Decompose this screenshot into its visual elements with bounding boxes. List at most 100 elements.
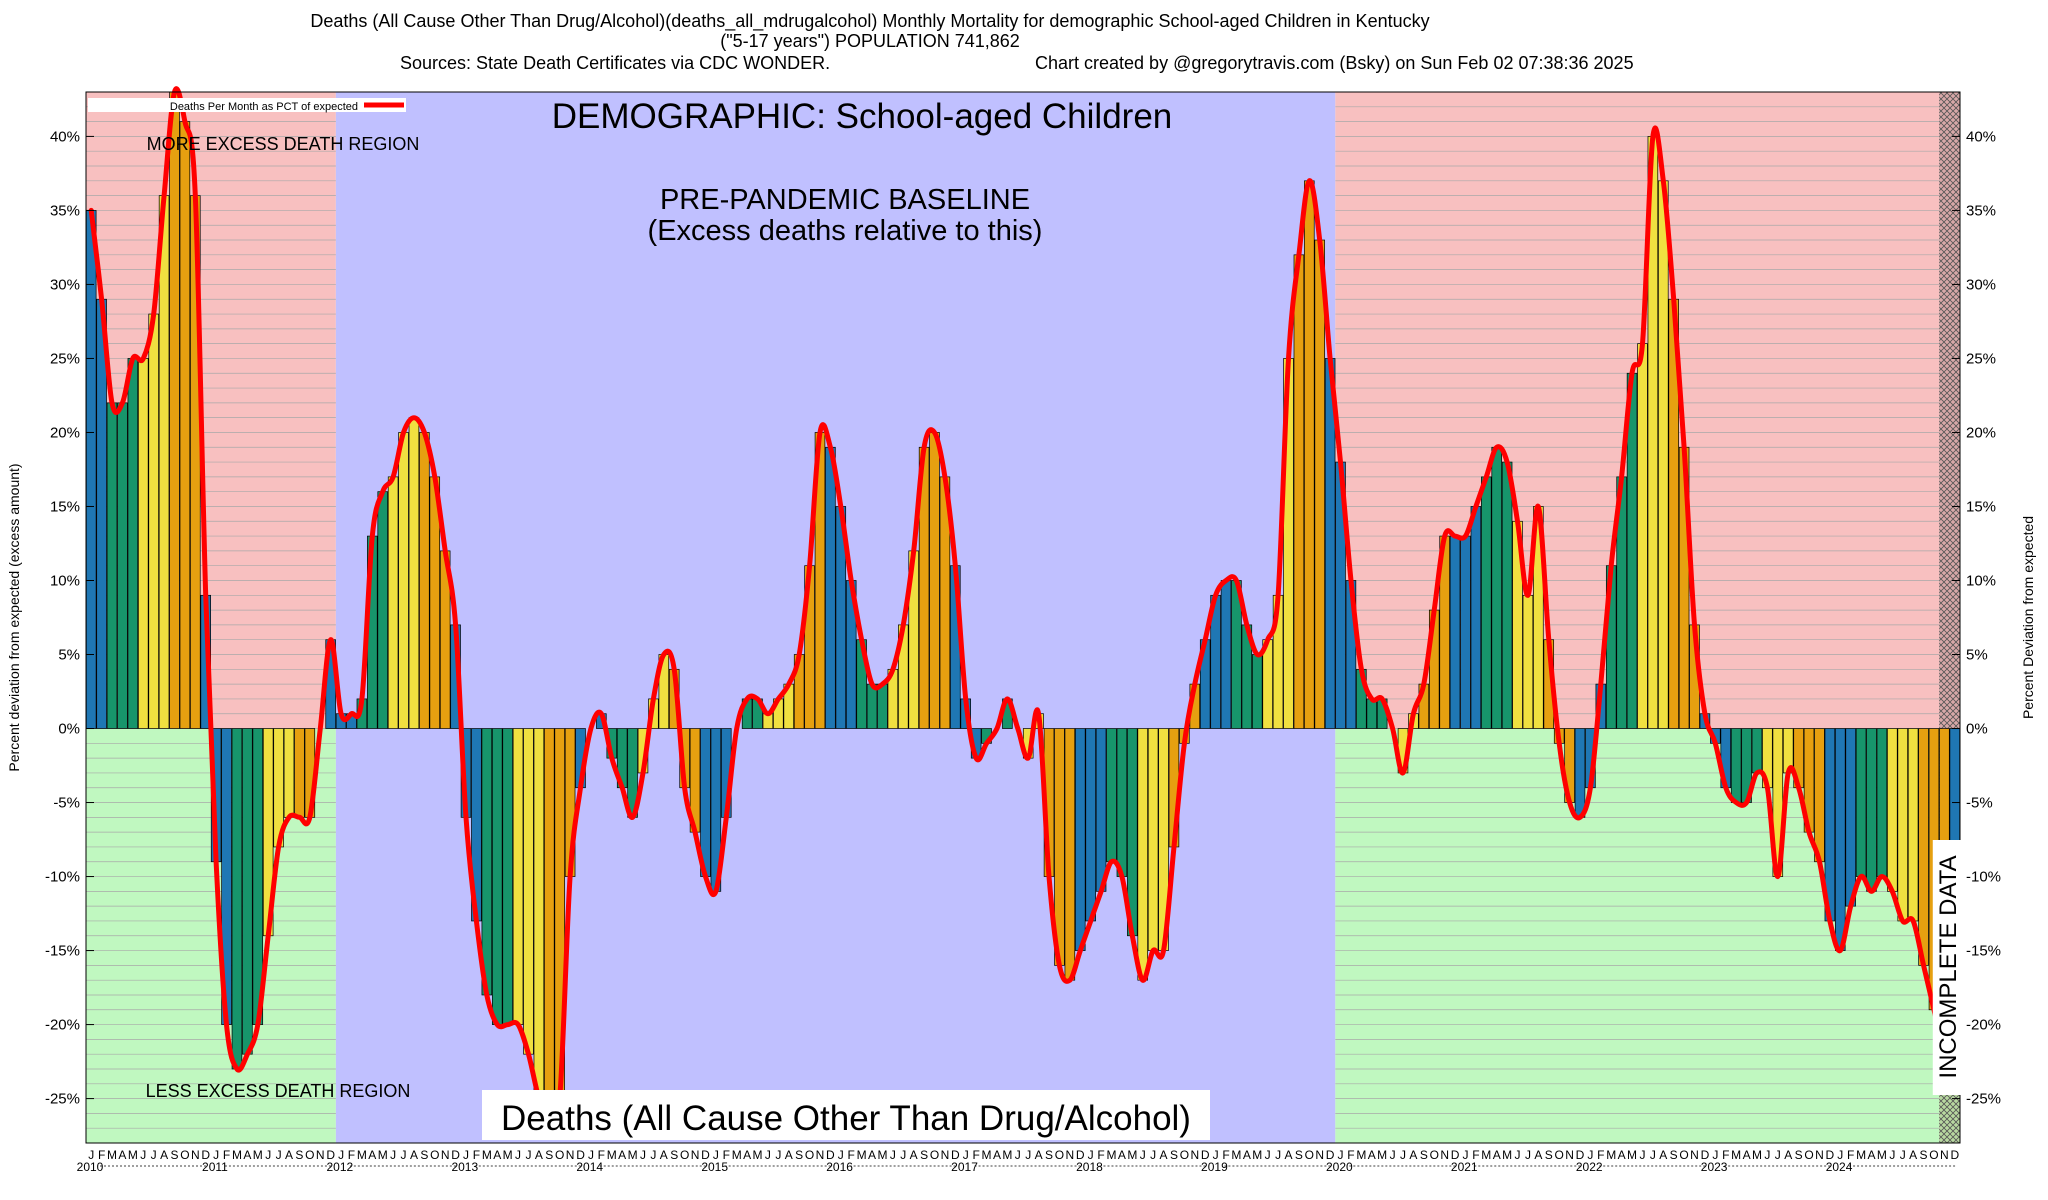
bar bbox=[1449, 535, 1461, 729]
bar bbox=[242, 728, 253, 1055]
bar bbox=[544, 728, 555, 1129]
y-tick-label: 25% bbox=[50, 350, 80, 367]
bar bbox=[179, 121, 191, 729]
x-month-label: A bbox=[1534, 1148, 1542, 1162]
x-month-label: M bbox=[503, 1148, 513, 1162]
x-month-label: S bbox=[670, 1148, 678, 1162]
x-year-label: 2023 bbox=[1701, 1160, 1728, 1174]
x-month-label: O bbox=[1929, 1148, 1938, 1162]
x-month-label: J bbox=[588, 1148, 594, 1162]
x-month-label: N bbox=[1565, 1148, 1574, 1162]
bar bbox=[1855, 728, 1867, 877]
x-month-label: J bbox=[1213, 1148, 1219, 1162]
x-month-label: O bbox=[680, 1148, 689, 1162]
x-month-label: N bbox=[1066, 1148, 1075, 1162]
x-month-label: N bbox=[1690, 1148, 1699, 1162]
bar bbox=[1814, 728, 1825, 863]
x-month-label: M bbox=[628, 1148, 638, 1162]
x-month-label: F bbox=[223, 1148, 230, 1162]
less-excess-label: LESS EXCESS DEATH REGION bbox=[146, 1081, 411, 1101]
bar bbox=[294, 728, 305, 818]
x-month-label: J bbox=[213, 1148, 219, 1162]
x-month-label: A bbox=[910, 1148, 918, 1162]
x-month-label: O bbox=[1679, 1148, 1688, 1162]
x-year-label: 2016 bbox=[826, 1160, 853, 1174]
x-month-label: S bbox=[920, 1148, 928, 1162]
x-month-label: J bbox=[1587, 1148, 1593, 1162]
plot-border bbox=[85, 91, 1961, 1144]
chart-line bbox=[88, 86, 1958, 1133]
x-month-label: M bbox=[1731, 1148, 1741, 1162]
x-month-label: A bbox=[1493, 1148, 1501, 1162]
x-month-label: M bbox=[1481, 1148, 1491, 1162]
legend-box bbox=[88, 98, 406, 112]
x-month-label: J bbox=[338, 1148, 344, 1162]
x-month-label: A bbox=[410, 1148, 418, 1162]
x-month-label: D bbox=[576, 1148, 585, 1162]
bar bbox=[1866, 728, 1877, 892]
bar bbox=[1095, 728, 1107, 892]
bar bbox=[533, 728, 545, 1099]
x-month-label: A bbox=[1118, 1148, 1126, 1162]
bar bbox=[1845, 728, 1856, 907]
x-month-label: J bbox=[1338, 1148, 1344, 1162]
x-month-label: J bbox=[775, 1148, 781, 1162]
x-month-label: A bbox=[785, 1148, 793, 1162]
x-month-label: D bbox=[1576, 1148, 1585, 1162]
x-month-label: M bbox=[1127, 1148, 1137, 1162]
x-month-label: S bbox=[1420, 1148, 1428, 1162]
x-month-label: D bbox=[1950, 1148, 1959, 1162]
bar bbox=[138, 358, 149, 729]
x-year-label: 2019 bbox=[1201, 1160, 1228, 1174]
x-month-label: A bbox=[1243, 1148, 1251, 1162]
bar bbox=[127, 358, 139, 729]
x-month-label: J bbox=[1837, 1148, 1843, 1162]
bar bbox=[929, 432, 940, 729]
x-month-label: A bbox=[660, 1148, 668, 1162]
x-month-label: M bbox=[232, 1148, 242, 1162]
y-tick-label: 0% bbox=[58, 721, 80, 738]
bar bbox=[502, 728, 513, 1025]
x-month-label: A bbox=[993, 1148, 1001, 1162]
bar bbox=[1293, 254, 1305, 729]
x-month-label: O bbox=[1180, 1148, 1189, 1162]
x-month-label: F bbox=[1222, 1148, 1229, 1162]
x-month-label: A bbox=[493, 1148, 501, 1162]
x-month-label: J bbox=[1462, 1148, 1468, 1162]
y2-tick-label: 5% bbox=[1966, 647, 1988, 664]
x-month-label: A bbox=[1867, 1148, 1875, 1162]
bar bbox=[523, 728, 534, 1055]
x-month-label: D bbox=[1326, 1148, 1335, 1162]
x-month-label: D bbox=[1826, 1148, 1835, 1162]
y2-tick-label: 15% bbox=[1966, 498, 1996, 515]
x-month-label: M bbox=[107, 1148, 117, 1162]
x-month-label: M bbox=[482, 1148, 492, 1162]
y2-tick-label: 25% bbox=[1966, 350, 1996, 367]
bar bbox=[398, 432, 409, 729]
bar bbox=[1366, 698, 1378, 729]
bar bbox=[1470, 506, 1482, 729]
x-year-label: 2010 bbox=[77, 1160, 104, 1174]
x-month-label: M bbox=[357, 1148, 367, 1162]
x-month-label: F bbox=[1597, 1148, 1604, 1162]
y2-tick-label: 20% bbox=[1966, 424, 1996, 441]
bar bbox=[877, 683, 888, 729]
bar bbox=[148, 313, 159, 729]
x-month-label: M bbox=[1856, 1148, 1866, 1162]
x-month-label: J bbox=[1764, 1148, 1770, 1162]
x-month-label: F bbox=[1472, 1148, 1479, 1162]
bar bbox=[1075, 728, 1086, 951]
y2-axis-title: Percent Deviation from expected bbox=[2020, 516, 2036, 719]
x-month-label: M bbox=[607, 1148, 617, 1162]
y2-tick-label: 10% bbox=[1966, 572, 1996, 589]
y2-tick-label: -10% bbox=[1966, 869, 2001, 886]
x-month-label: D bbox=[701, 1148, 710, 1162]
bar bbox=[1751, 728, 1763, 774]
bar bbox=[1501, 461, 1513, 729]
bar bbox=[283, 728, 295, 818]
x-year-label: 2015 bbox=[701, 1160, 728, 1174]
x-month-label: J bbox=[276, 1148, 282, 1162]
bar bbox=[1887, 728, 1898, 892]
bar bbox=[419, 432, 430, 729]
